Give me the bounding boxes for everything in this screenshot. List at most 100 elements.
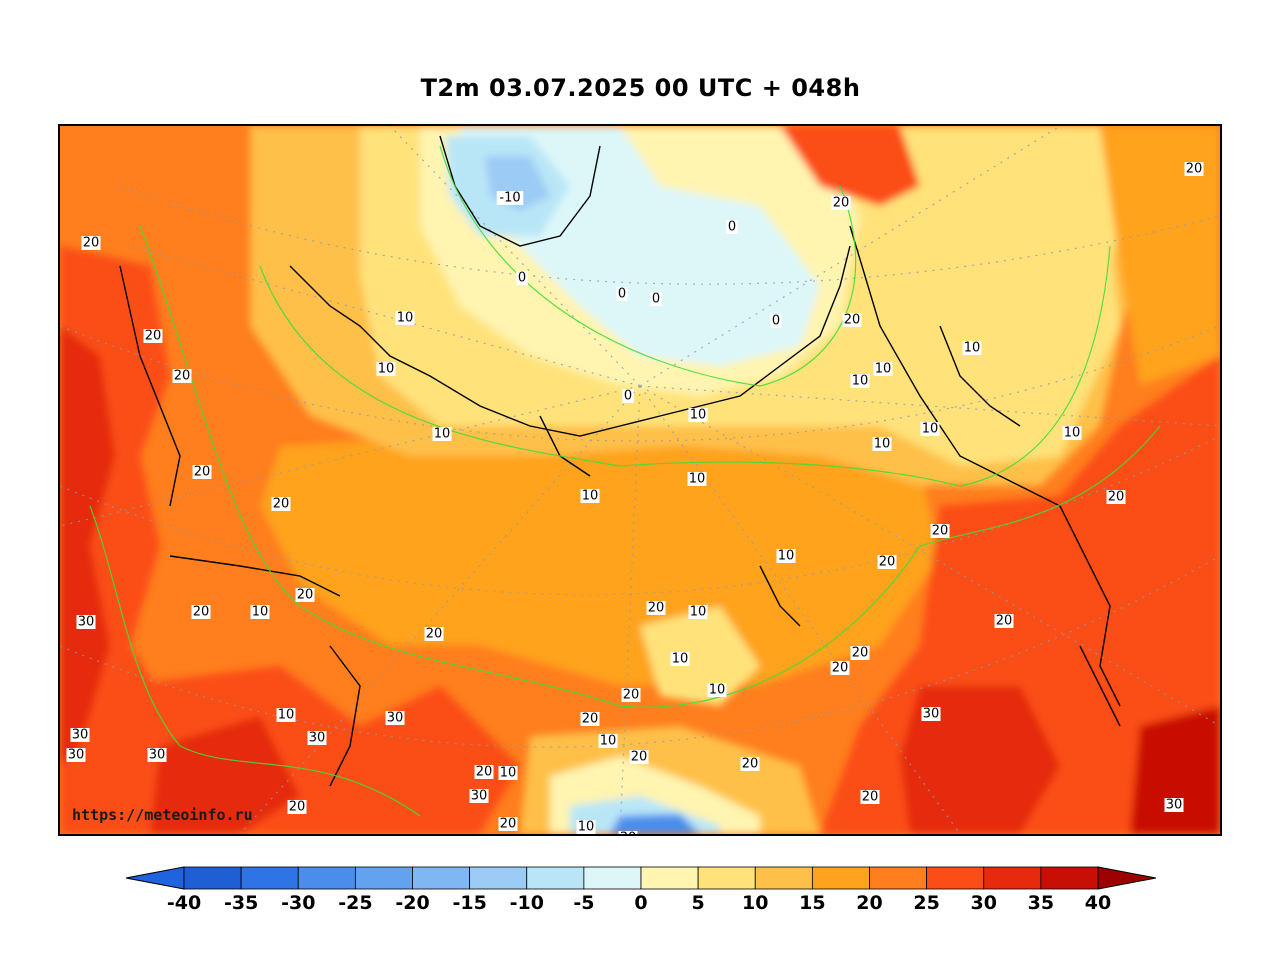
isotherm-label: 20: [994, 614, 1014, 629]
isotherm-label-text: 10: [778, 549, 795, 564]
isotherm-label: 20: [192, 465, 212, 480]
isotherm-label-bg: [172, 369, 192, 383]
isotherm-label-bg: [707, 683, 727, 697]
meridian-8: [639, 385, 1220, 427]
isotherm-label-bg: [1062, 426, 1082, 440]
isotherm-label-text: 10: [690, 605, 707, 620]
zone-pacific-orange: [1100, 126, 1220, 386]
isotherm-label: 20: [287, 800, 307, 815]
isotherm-label: 20: [842, 313, 862, 328]
isotherm-label-bg: [424, 627, 444, 641]
isotherm-label: 20: [629, 750, 649, 765]
isotherm-label-bg: [271, 497, 291, 511]
isotherm-label-bg: [726, 220, 738, 234]
isotherm-label-text: 20: [852, 646, 869, 661]
isotherm-label-text: 20: [500, 817, 517, 832]
isotherm-label: 30: [385, 711, 405, 726]
zone-siberia-yellow: [880, 166, 1120, 466]
isotherm-label: 30: [307, 731, 327, 746]
isotherm-label-text: 30: [72, 728, 89, 743]
colorbar-segment: [469, 866, 528, 890]
isotherm-label: 10: [576, 820, 596, 834]
isotherm-label-bg: [921, 707, 941, 721]
colorbar-segment: [926, 866, 985, 890]
colorbar-tick-label: 20: [856, 892, 883, 914]
contour-label-layer: -10 0 0 0 0 0 0 10 10 10 10 10 10 10 10 10 10 10 10 10 10 10 1…: [66, 162, 1204, 835]
isotherm-label: 20: [621, 688, 641, 703]
coast-caspian: [329, 645, 361, 787]
isotherm-label-bg: [191, 605, 211, 619]
isotherm-label: 30: [147, 748, 167, 763]
isotherm-label: 20: [143, 329, 163, 344]
isotherm-label-bg: [1184, 162, 1204, 176]
isotherm-label-bg: [873, 362, 893, 376]
isotherm-label-bg: [831, 196, 851, 210]
isotherm-label-bg: [469, 789, 489, 803]
coast-pacific: [849, 225, 1121, 707]
parallel-4: [60, 555, 1220, 748]
isotherm-label-text: 30: [620, 831, 637, 835]
isotherm-label-text: 20: [582, 712, 599, 727]
isotherm-label-text: 30: [923, 707, 940, 722]
isotherm-label-text: 0: [728, 220, 736, 235]
isotherm-label-bg: [580, 712, 600, 726]
isotherm-label-text: 10: [252, 605, 269, 620]
isotherm-label: 20: [877, 555, 897, 570]
isotherm-label: 20: [295, 588, 315, 603]
graticule: [60, 126, 1220, 834]
isotherm-label-text: 0: [652, 292, 660, 307]
isotherm-label-text: 20: [623, 688, 640, 703]
isotherm-label-bg: [496, 191, 524, 205]
isotherm-label-text: 20: [289, 800, 306, 815]
isotherm-label-bg: [830, 661, 850, 675]
isotherm-label-text: 10: [874, 437, 891, 452]
colorbar-segment: [983, 866, 1042, 890]
isotherm-label: 0: [516, 271, 528, 286]
coast-scandinavia: [119, 265, 181, 507]
isotherm-label: 20: [830, 661, 850, 676]
temperature-map: -10 0 0 0 0 0 0 10 10 10 10 10 10 10 10 10 10 10 10 10 10 10 1…: [58, 124, 1222, 836]
isotherm-20: [139, 225, 1161, 708]
isotherm-label-bg: [646, 601, 666, 615]
colorbar-tick-label: -25: [338, 892, 373, 914]
isotherm-label-bg: [250, 605, 270, 619]
isotherm-label: 30: [1164, 798, 1184, 813]
colorbar-tick-label: 0: [634, 892, 648, 914]
isotherm-label-text: 20: [83, 236, 100, 251]
isotherm-label: 30: [921, 707, 941, 722]
coast-arctic: [289, 245, 851, 437]
isotherm-label: 20: [1106, 490, 1126, 505]
isotherm-label-text: 10: [600, 734, 617, 749]
colorbar-tick-label: -20: [395, 892, 430, 914]
colorbar-segment: [697, 866, 756, 890]
isotherm-30: [89, 505, 421, 817]
meridian-2: [129, 245, 641, 387]
isotherm-label-text: 10: [852, 374, 869, 389]
colorbar-tick-label: 10: [742, 892, 769, 914]
isotherm-label: 10: [498, 766, 518, 781]
isotherm-label-bg: [192, 465, 212, 479]
isotherm-label-bg: [376, 362, 396, 376]
colorbar-over-arrow: [1097, 866, 1156, 890]
isotherm-label-text: 20: [273, 497, 290, 512]
isotherm-label: 20: [474, 765, 494, 780]
colorbar-tick-label: -35: [223, 892, 259, 914]
isotherm-label: 10: [776, 549, 796, 564]
isotherm-label-text: 10: [875, 362, 892, 377]
isotherm-label: 20: [646, 601, 666, 616]
isotherm-label: 10: [873, 362, 893, 377]
isotherm-label-text: 20: [1108, 490, 1125, 505]
isotherm-label: 20: [831, 196, 851, 211]
isotherm-label-text: 10: [378, 362, 395, 377]
isotherm-label-text: 20: [742, 757, 759, 772]
isotherm-label: 20: [1184, 162, 1204, 177]
isotherm-label-text: 20: [1186, 162, 1203, 177]
isotherm-label-bg: [276, 708, 296, 722]
isotherm-label-text: 20: [844, 313, 861, 328]
isotherm-label: 20: [580, 712, 600, 727]
isotherm-label-text: 30: [68, 748, 85, 763]
isotherm-label-bg: [920, 422, 940, 436]
colorbar-segment: [240, 866, 299, 890]
zone-mongolia-cool: [640, 606, 760, 706]
colorbar-segment: [583, 866, 642, 890]
